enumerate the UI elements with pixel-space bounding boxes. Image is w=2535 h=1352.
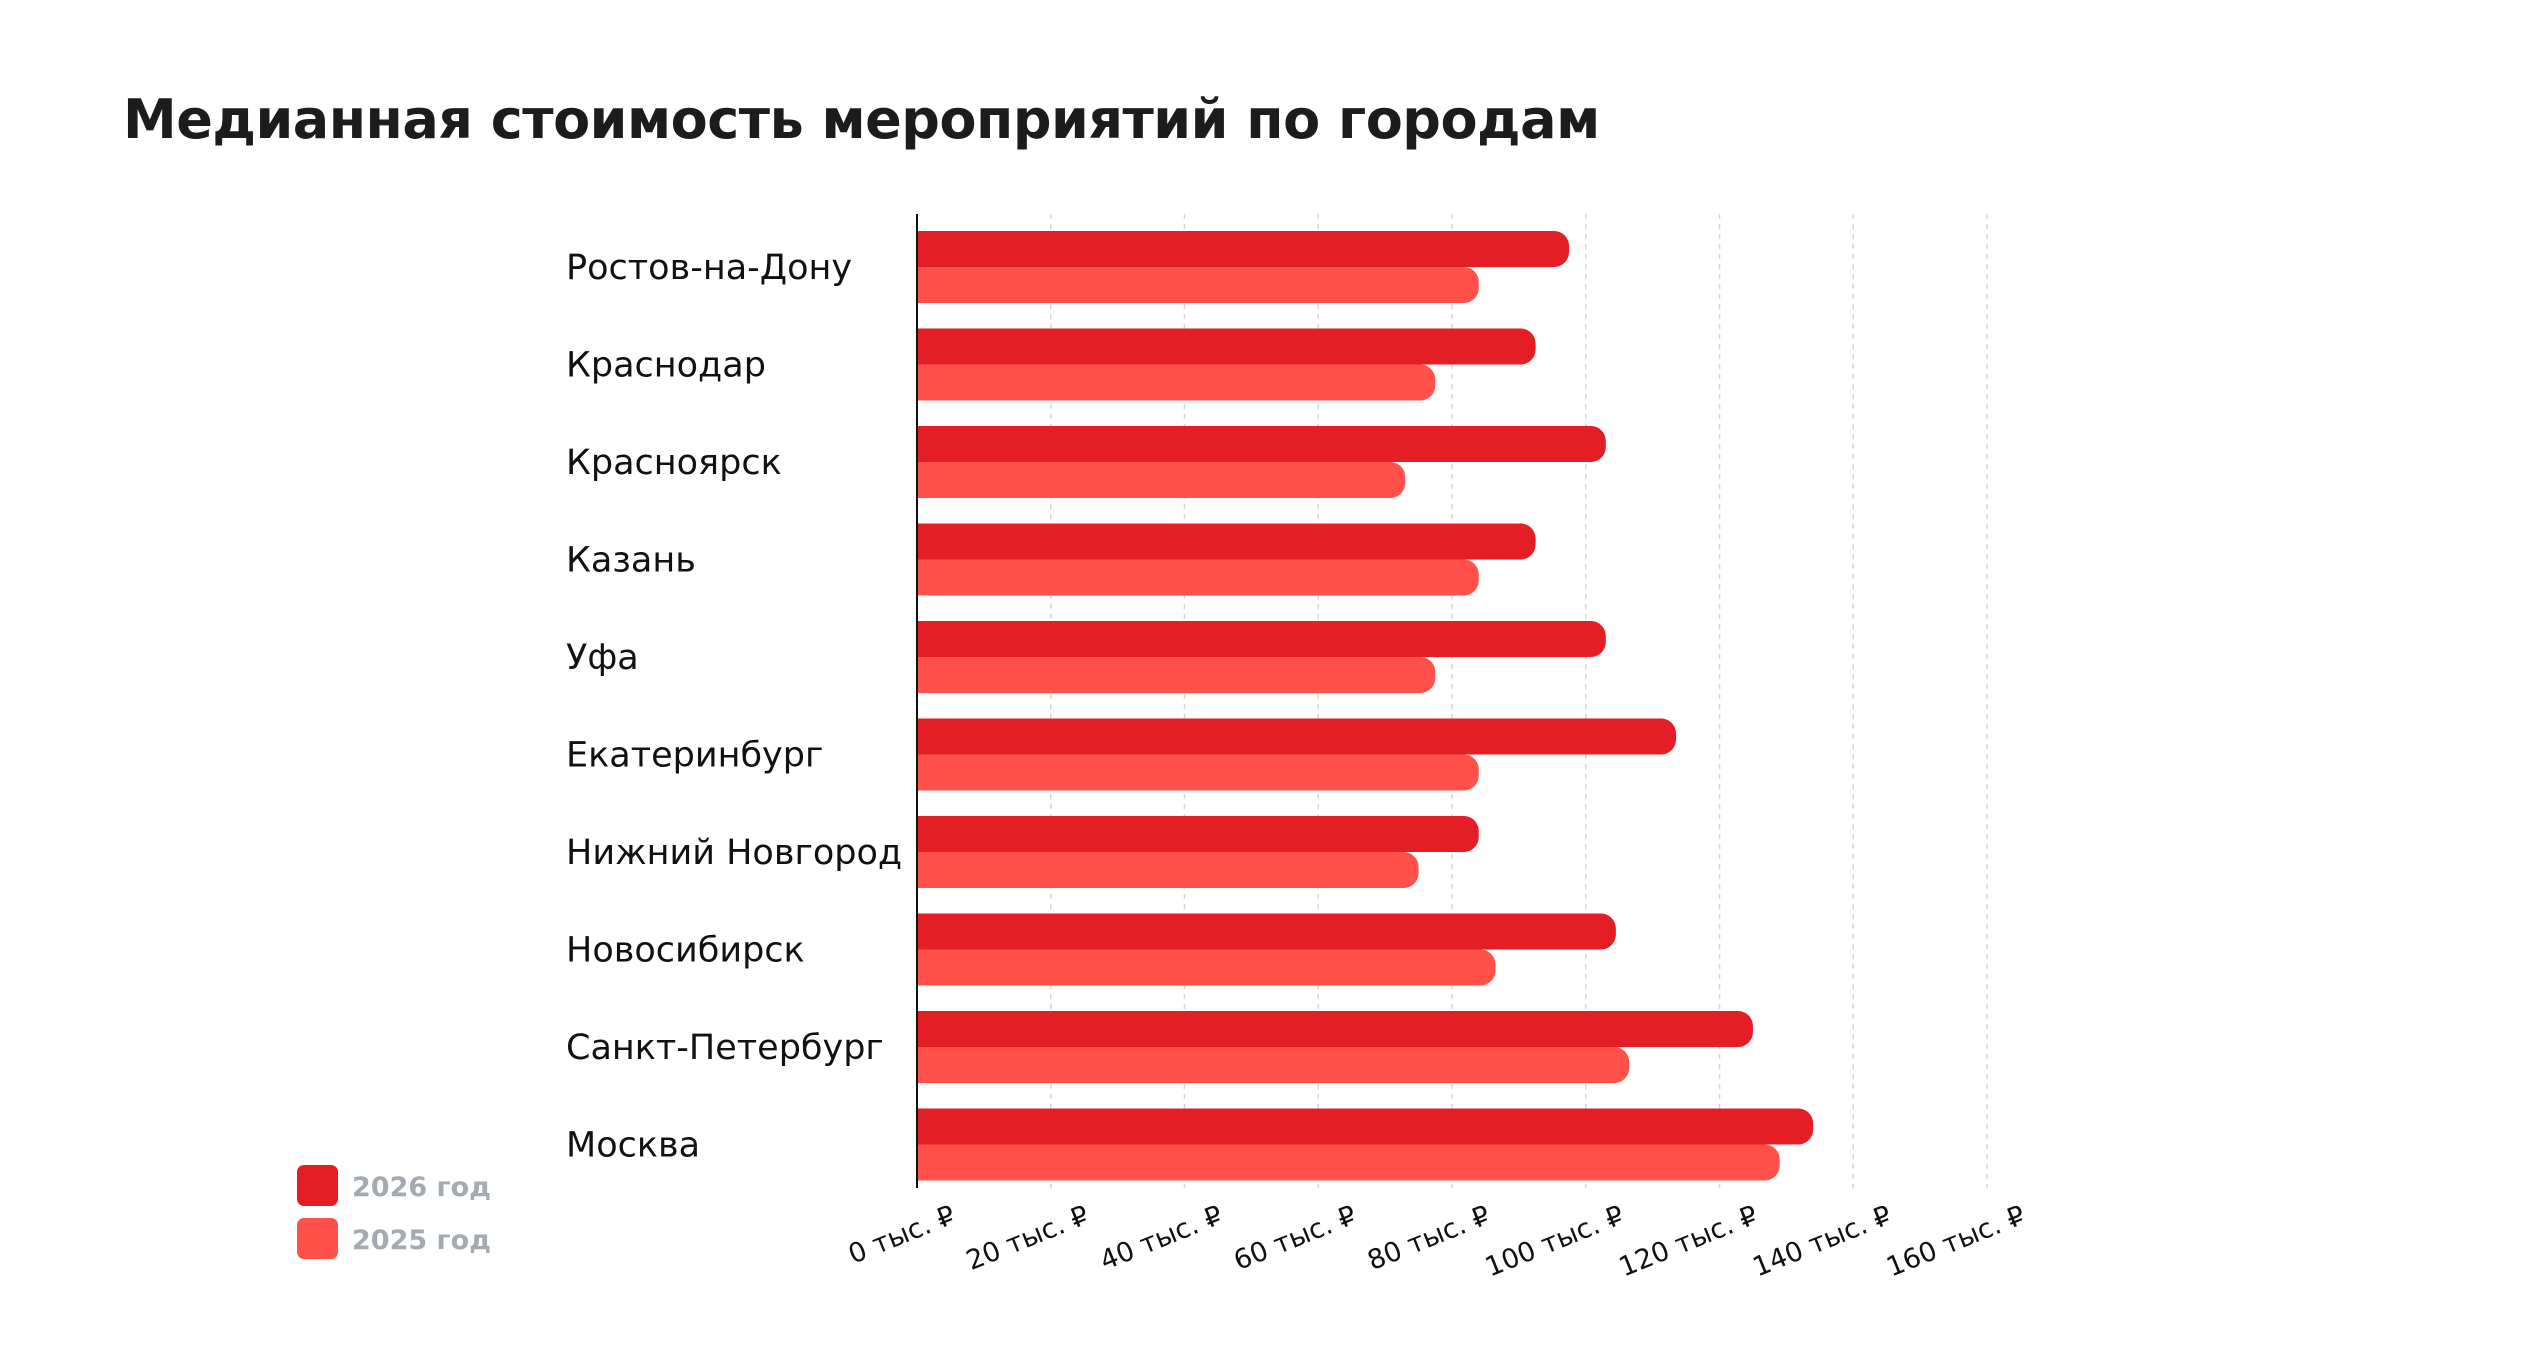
x-tick-label-0: 0 тыс. ₽ xyxy=(844,1200,959,1271)
bar-2025-год-7 xyxy=(917,949,1496,986)
x-tick-label-140: 140 тыс. ₽ xyxy=(1749,1200,1896,1284)
x-tick-labels: 0 тыс. ₽20 тыс. ₽40 тыс. ₽60 тыс. ₽80 ты… xyxy=(844,1200,2029,1284)
category-label-4: Уфа xyxy=(566,638,639,678)
category-label-8: Санкт-Петербург xyxy=(566,1028,884,1068)
bar-2026-год-8 xyxy=(917,1011,1753,1047)
category-label-1: Краснодар xyxy=(566,346,766,386)
bar-2026-год-6 xyxy=(917,816,1479,852)
category-label-9: Москва xyxy=(566,1126,700,1166)
bar-2026-год-5 xyxy=(917,718,1677,755)
category-label-3: Казань xyxy=(566,541,696,581)
x-tick-label-160: 160 тыс. ₽ xyxy=(1882,1200,2029,1284)
category-label-7: Новосибирск xyxy=(566,931,805,971)
bar-2026-год-4 xyxy=(917,621,1606,657)
bar-2025-год-9 xyxy=(917,1144,1780,1181)
bar-2026-год-7 xyxy=(917,913,1616,950)
category-labels: Ростов-на-Дону Краснодар Красноярск Казань У… xyxy=(566,248,902,1166)
x-tick-label-80: 80 тыс. ₽ xyxy=(1363,1200,1494,1277)
bar-2026-год-0 xyxy=(917,231,1570,267)
bar-2025-год-6 xyxy=(917,852,1419,888)
bar-2026-год-3 xyxy=(917,523,1536,560)
category-label-5: Екатеринбург xyxy=(566,736,823,776)
bar-2025-год-8 xyxy=(917,1047,1630,1083)
category-label-6: Нижний Новгород xyxy=(566,833,902,873)
x-tick-label-20: 20 тыс. ₽ xyxy=(962,1200,1093,1277)
bar-2025-год-3 xyxy=(917,559,1479,596)
legend: 2026 год 2025 год xyxy=(297,1165,491,1259)
legend-swatch-2025-год xyxy=(297,1218,338,1259)
x-tick-label-120: 120 тыс. ₽ xyxy=(1615,1200,1762,1284)
category-label-2: Красноярск xyxy=(566,443,782,483)
bar-2026-год-2 xyxy=(917,426,1606,462)
legend-swatch-2026-год xyxy=(297,1165,338,1206)
x-tick-label-60: 60 тыс. ₽ xyxy=(1229,1200,1360,1277)
bar-2025-год-2 xyxy=(917,462,1406,498)
legend-label-2025-год: 2025 год xyxy=(352,1225,491,1256)
bar-2026-год-1 xyxy=(917,328,1536,365)
bar-2025-год-4 xyxy=(917,657,1436,693)
bar-2025-год-0 xyxy=(917,267,1479,303)
bar-2026-год-9 xyxy=(917,1108,1814,1145)
category-label-0: Ростов-на-Дону xyxy=(566,248,852,288)
bar-2025-год-1 xyxy=(917,364,1436,401)
x-tick-label-100: 100 тыс. ₽ xyxy=(1481,1200,1628,1284)
chart-title: Медианная стоимость мероприятий по город… xyxy=(123,88,1600,151)
legend-label-2026-год: 2026 год xyxy=(352,1172,491,1203)
bar-2025-год-5 xyxy=(917,754,1479,791)
bars xyxy=(917,231,1814,1181)
x-tick-label-40: 40 тыс. ₽ xyxy=(1096,1200,1227,1277)
